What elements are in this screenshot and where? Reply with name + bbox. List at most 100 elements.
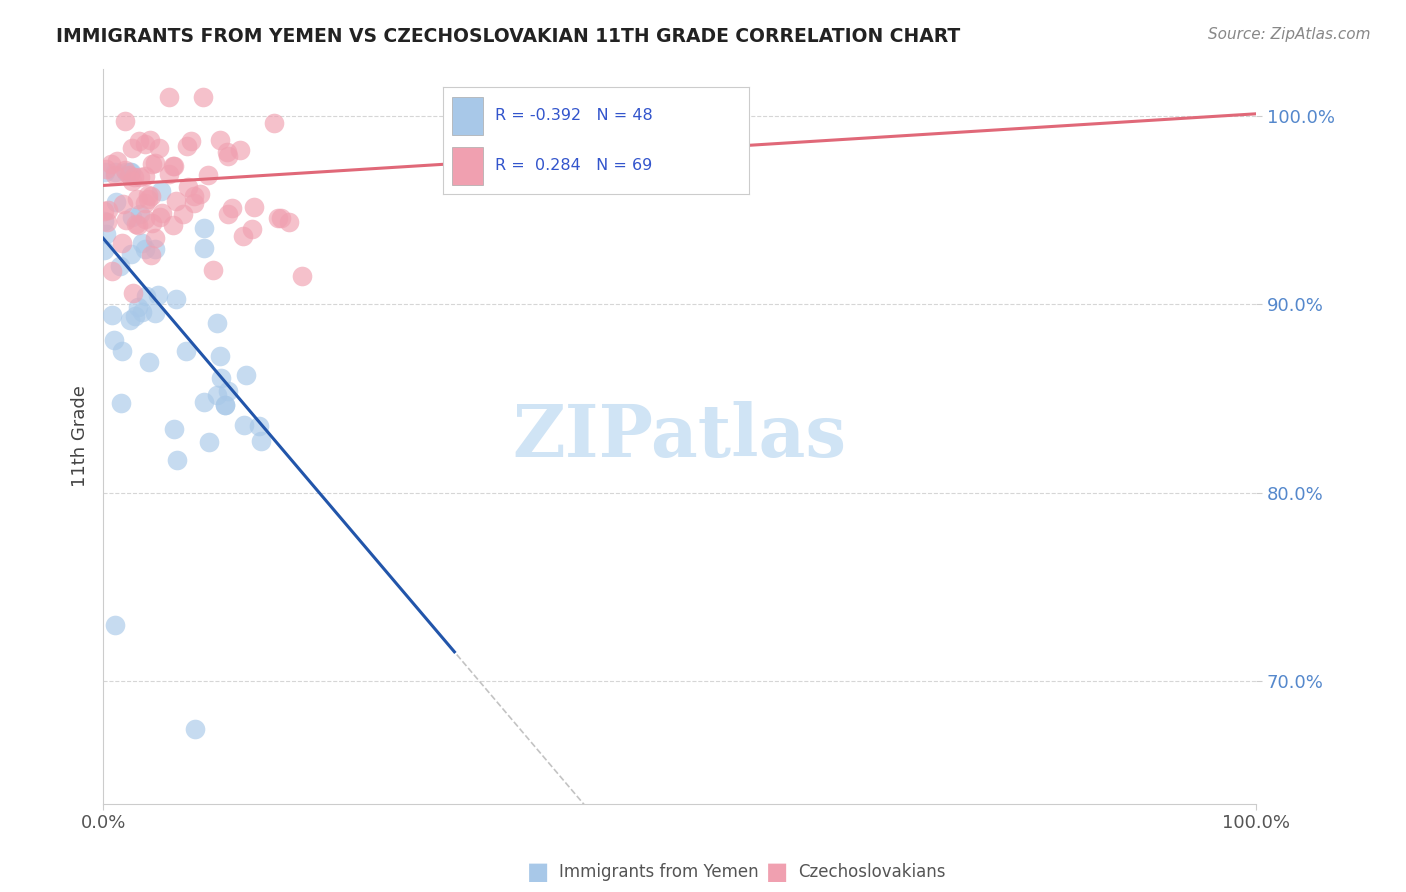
Point: [150, 206, 173, 220]
Point: [93, 204, 115, 219]
Point: [110, 396, 132, 410]
Point: [134, 196, 156, 211]
Point: [118, 313, 141, 327]
Point: [128, 170, 150, 185]
Point: [240, 222, 263, 236]
Point: [127, 193, 149, 207]
Point: [118, 168, 141, 182]
Point: [214, 398, 236, 412]
Point: [165, 194, 187, 209]
Point: [114, 163, 136, 178]
Point: [228, 144, 250, 158]
Y-axis label: 11th Grade: 11th Grade: [72, 385, 89, 487]
Point: [290, 269, 312, 284]
Point: [118, 165, 141, 179]
Point: [129, 207, 152, 221]
Point: [101, 263, 124, 277]
Point: [125, 217, 148, 231]
Point: [131, 236, 153, 251]
Point: [207, 317, 229, 331]
Point: [100, 157, 122, 171]
Point: [183, 188, 205, 202]
Text: Czechoslovakians: Czechoslovakians: [799, 863, 945, 881]
Point: [177, 180, 200, 194]
Point: [124, 309, 146, 323]
Point: [148, 141, 170, 155]
Point: [120, 165, 142, 179]
Point: [136, 188, 159, 202]
Point: [139, 133, 162, 147]
Point: [96, 215, 118, 229]
Text: Immigrants from Yemen: Immigrants from Yemen: [560, 863, 758, 881]
Point: [208, 133, 231, 147]
Point: [138, 355, 160, 369]
Point: [146, 288, 169, 302]
Point: [114, 213, 136, 227]
Point: [143, 231, 166, 245]
Point: [122, 169, 145, 184]
Point: [157, 90, 180, 104]
Point: [103, 333, 125, 347]
Point: [121, 174, 143, 188]
Point: [120, 246, 142, 260]
Point: [201, 263, 224, 277]
Point: [135, 289, 157, 303]
Point: [263, 116, 285, 130]
Point: [209, 349, 232, 363]
Point: [180, 134, 202, 148]
Point: [193, 241, 215, 255]
Point: [176, 344, 198, 359]
Point: [143, 306, 166, 320]
Point: [93, 243, 115, 257]
Point: [134, 243, 156, 257]
Point: [162, 159, 184, 173]
Point: [278, 215, 301, 229]
Point: [97, 202, 120, 217]
Point: [100, 309, 122, 323]
Point: [131, 305, 153, 319]
Point: [235, 368, 257, 382]
Point: [207, 388, 229, 402]
Point: [134, 137, 156, 152]
Point: [157, 167, 180, 181]
Point: [176, 138, 198, 153]
Point: [250, 434, 273, 448]
Point: [104, 165, 127, 179]
Point: [127, 300, 149, 314]
Point: [209, 371, 232, 385]
Point: [149, 210, 172, 224]
Point: [128, 134, 150, 148]
Point: [111, 235, 134, 250]
Point: [217, 149, 239, 163]
Text: ■: ■: [766, 861, 787, 884]
Point: [105, 153, 128, 168]
Point: [183, 196, 205, 211]
Point: [162, 218, 184, 232]
Point: [94, 161, 117, 176]
Point: [93, 213, 115, 227]
Point: [150, 185, 173, 199]
Point: [162, 422, 184, 436]
Point: [197, 434, 219, 449]
Point: [104, 195, 127, 210]
Point: [127, 218, 149, 232]
Point: [141, 156, 163, 170]
Point: [141, 248, 163, 262]
Point: [115, 165, 138, 179]
Point: [114, 114, 136, 128]
Text: Source: ZipAtlas.com: Source: ZipAtlas.com: [1208, 27, 1371, 42]
Point: [134, 169, 156, 184]
Text: IMMIGRANTS FROM YEMEN VS CZECHOSLOVAKIAN 11TH GRADE CORRELATION CHART: IMMIGRANTS FROM YEMEN VS CZECHOSLOVAKIAN…: [56, 27, 960, 45]
Point: [184, 722, 207, 736]
Point: [193, 90, 215, 104]
Point: [197, 168, 219, 182]
Point: [247, 418, 270, 433]
Point: [141, 216, 163, 230]
Point: [104, 617, 127, 632]
Point: [121, 140, 143, 154]
Point: [138, 192, 160, 206]
Point: [143, 156, 166, 170]
Point: [267, 211, 290, 225]
Point: [134, 212, 156, 227]
Point: [108, 259, 131, 273]
